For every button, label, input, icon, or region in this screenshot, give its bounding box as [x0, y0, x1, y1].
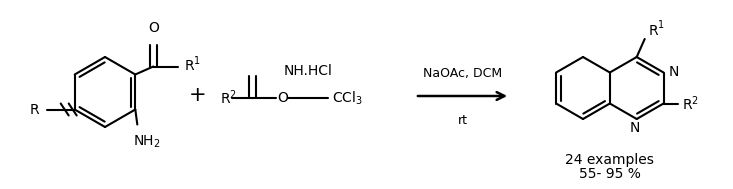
Text: 24 examples: 24 examples: [565, 153, 655, 167]
Text: R: R: [649, 24, 658, 38]
Text: R$^2$: R$^2$: [682, 94, 699, 113]
Text: 55- 95 %: 55- 95 %: [579, 167, 641, 181]
Text: N: N: [668, 66, 679, 80]
Text: R: R: [184, 60, 194, 74]
Text: N: N: [630, 121, 640, 135]
Text: O: O: [278, 91, 289, 105]
Text: rt: rt: [457, 114, 468, 127]
Text: R$^2$: R$^2$: [220, 89, 237, 107]
Text: O: O: [148, 22, 159, 36]
Text: R: R: [30, 102, 40, 116]
Text: NaOAc, DCM: NaOAc, DCM: [423, 67, 502, 80]
Text: 1: 1: [658, 20, 664, 30]
Text: +: +: [189, 85, 207, 105]
Text: NH$_2$: NH$_2$: [133, 133, 161, 150]
Text: NH.HCl: NH.HCl: [284, 64, 333, 78]
Text: CCl$_3$: CCl$_3$: [332, 89, 363, 107]
Text: 1: 1: [194, 57, 200, 67]
